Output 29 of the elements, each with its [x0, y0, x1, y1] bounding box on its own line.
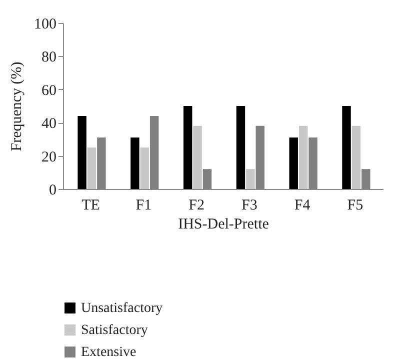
x-tick-label: F3 [242, 198, 258, 214]
bar [289, 138, 298, 189]
bar [183, 106, 192, 189]
x-tick-label: F5 [347, 198, 364, 214]
y-tick-label: 60 [42, 82, 56, 99]
y-axis-title: Frequency (%) [9, 62, 25, 152]
bar [87, 148, 96, 189]
y-tick-label: 20 [42, 149, 56, 166]
bar [78, 116, 86, 189]
legend-label: Extensive [81, 345, 136, 359]
bar [193, 126, 202, 189]
x-tick-label: TE [82, 198, 100, 214]
bar [246, 169, 255, 189]
y-tick-label: 80 [42, 50, 56, 66]
legend-label: Unsatisfactory [81, 301, 163, 316]
y-tick-label: 40 [42, 116, 56, 132]
x-tick-label: F1 [136, 198, 152, 214]
bar [140, 148, 149, 189]
x-tick-label: F2 [188, 198, 204, 214]
x-axis-title: IHS-Del-Prette [178, 216, 270, 232]
x-tick-label: F4 [294, 198, 311, 214]
y-tick-label: 100 [34, 16, 56, 32]
bar [298, 126, 308, 189]
bar [352, 126, 361, 189]
legend-label: Satisfactory [81, 323, 148, 338]
bar [130, 138, 140, 189]
y-tick-label: 0 [49, 182, 56, 198]
bar [342, 106, 351, 189]
bar [236, 106, 246, 189]
